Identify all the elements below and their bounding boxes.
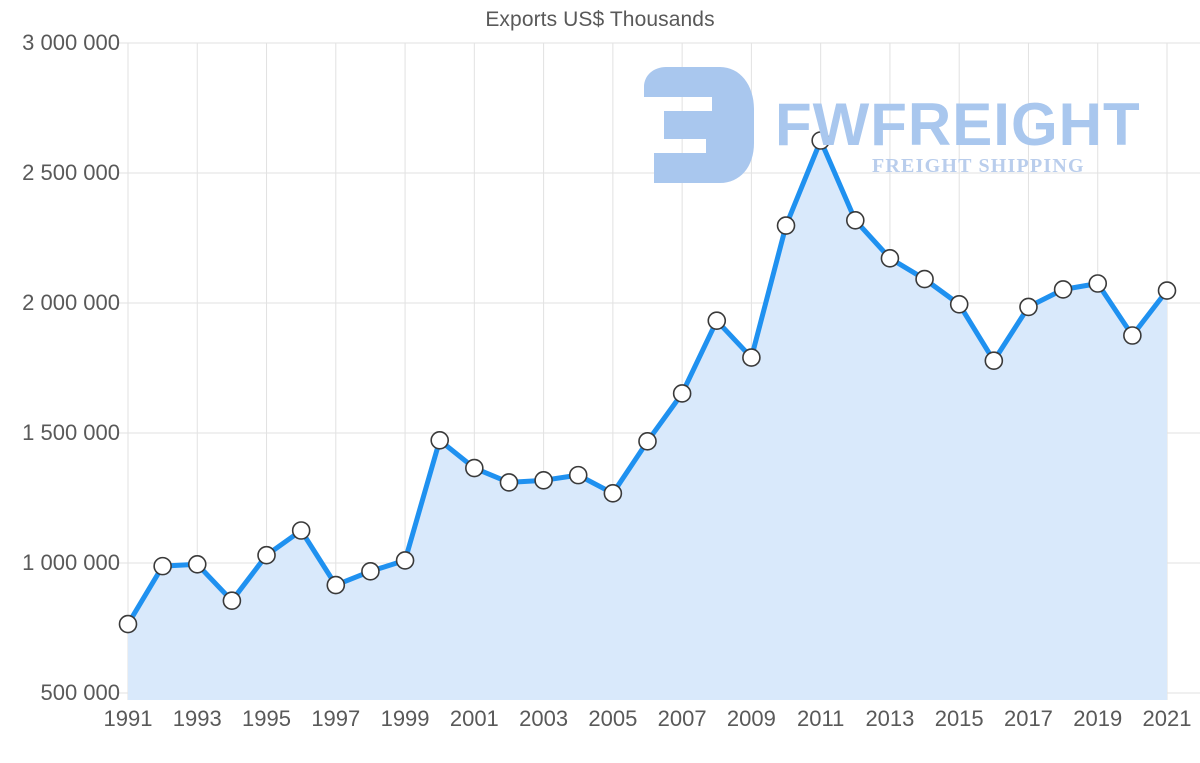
data-point-marker[interactable] <box>984 351 1004 371</box>
y-axis-tick-label: 2 000 000 <box>22 290 120 315</box>
data-point-marker[interactable] <box>1088 274 1108 293</box>
data-point-marker[interactable] <box>118 614 138 634</box>
x-axis-tick-label: 1993 <box>172 706 222 731</box>
x-axis-tick-label: 2015 <box>934 706 984 731</box>
data-point-marker[interactable] <box>257 545 276 565</box>
y-axis-tick-label: 2 500 000 <box>22 160 120 185</box>
x-axis-tick-label: 2013 <box>865 706 915 731</box>
x-axis-tick-label: 1999 <box>380 706 430 731</box>
data-point-marker[interactable] <box>534 471 553 490</box>
data-point-marker[interactable] <box>1019 297 1038 317</box>
data-point-markers[interactable] <box>118 131 1177 634</box>
data-point-marker[interactable] <box>949 294 969 314</box>
x-axis-tick-label: 1991 <box>103 706 153 731</box>
y-axis-tick-label: 3 000 000 <box>22 30 120 55</box>
data-point-marker[interactable] <box>499 473 519 492</box>
x-axis-tick-label: 2007 <box>657 706 707 731</box>
data-point-marker[interactable] <box>638 432 657 451</box>
data-point-marker[interactable] <box>1053 280 1073 299</box>
y-axis-tick-label: 500 000 <box>40 680 120 705</box>
data-point-marker[interactable] <box>430 430 450 450</box>
data-point-marker[interactable] <box>672 384 692 403</box>
data-point-marker[interactable] <box>222 591 242 611</box>
data-point-marker[interactable] <box>915 269 934 289</box>
data-point-marker[interactable] <box>361 562 380 581</box>
x-axis-tick-label: 2009 <box>726 706 776 731</box>
data-point-marker[interactable] <box>568 465 588 485</box>
data-point-marker[interactable] <box>776 216 796 235</box>
data-point-marker[interactable] <box>395 551 415 570</box>
x-axis-tick-label: 2005 <box>588 706 638 731</box>
data-point-marker[interactable] <box>291 521 311 540</box>
y-axis-tick-label: 1 000 000 <box>22 550 120 575</box>
data-point-marker[interactable] <box>1157 281 1177 300</box>
x-axis-tick-label: 2017 <box>1003 706 1053 731</box>
area-fill <box>128 140 1167 700</box>
data-point-marker[interactable] <box>845 211 865 230</box>
data-point-marker[interactable] <box>603 484 623 503</box>
x-axis-tick-label: 1995 <box>242 706 292 731</box>
data-point-marker[interactable] <box>1123 326 1142 345</box>
data-point-marker[interactable] <box>153 556 172 576</box>
data-point-marker[interactable] <box>465 458 484 478</box>
x-axis-tick-label: 2011 <box>797 706 845 731</box>
data-point-marker[interactable] <box>742 348 761 367</box>
data-point-marker[interactable] <box>880 248 900 268</box>
data-point-marker[interactable] <box>326 575 346 595</box>
data-point-marker[interactable] <box>811 131 830 150</box>
x-axis-tick-label: 1997 <box>311 706 361 731</box>
chart-title: Exports US$ Thousands <box>485 8 715 31</box>
x-axis-tick-label: 2019 <box>1073 706 1123 731</box>
x-axis-tick-label: 2003 <box>519 706 569 731</box>
x-axis-tick-label: 2001 <box>449 706 499 731</box>
y-axis-tick-label: 1 500 000 <box>22 420 120 445</box>
x-axis-tick-label: 2021 <box>1142 706 1192 731</box>
data-point-marker[interactable] <box>707 311 727 330</box>
data-point-marker[interactable] <box>187 554 207 574</box>
